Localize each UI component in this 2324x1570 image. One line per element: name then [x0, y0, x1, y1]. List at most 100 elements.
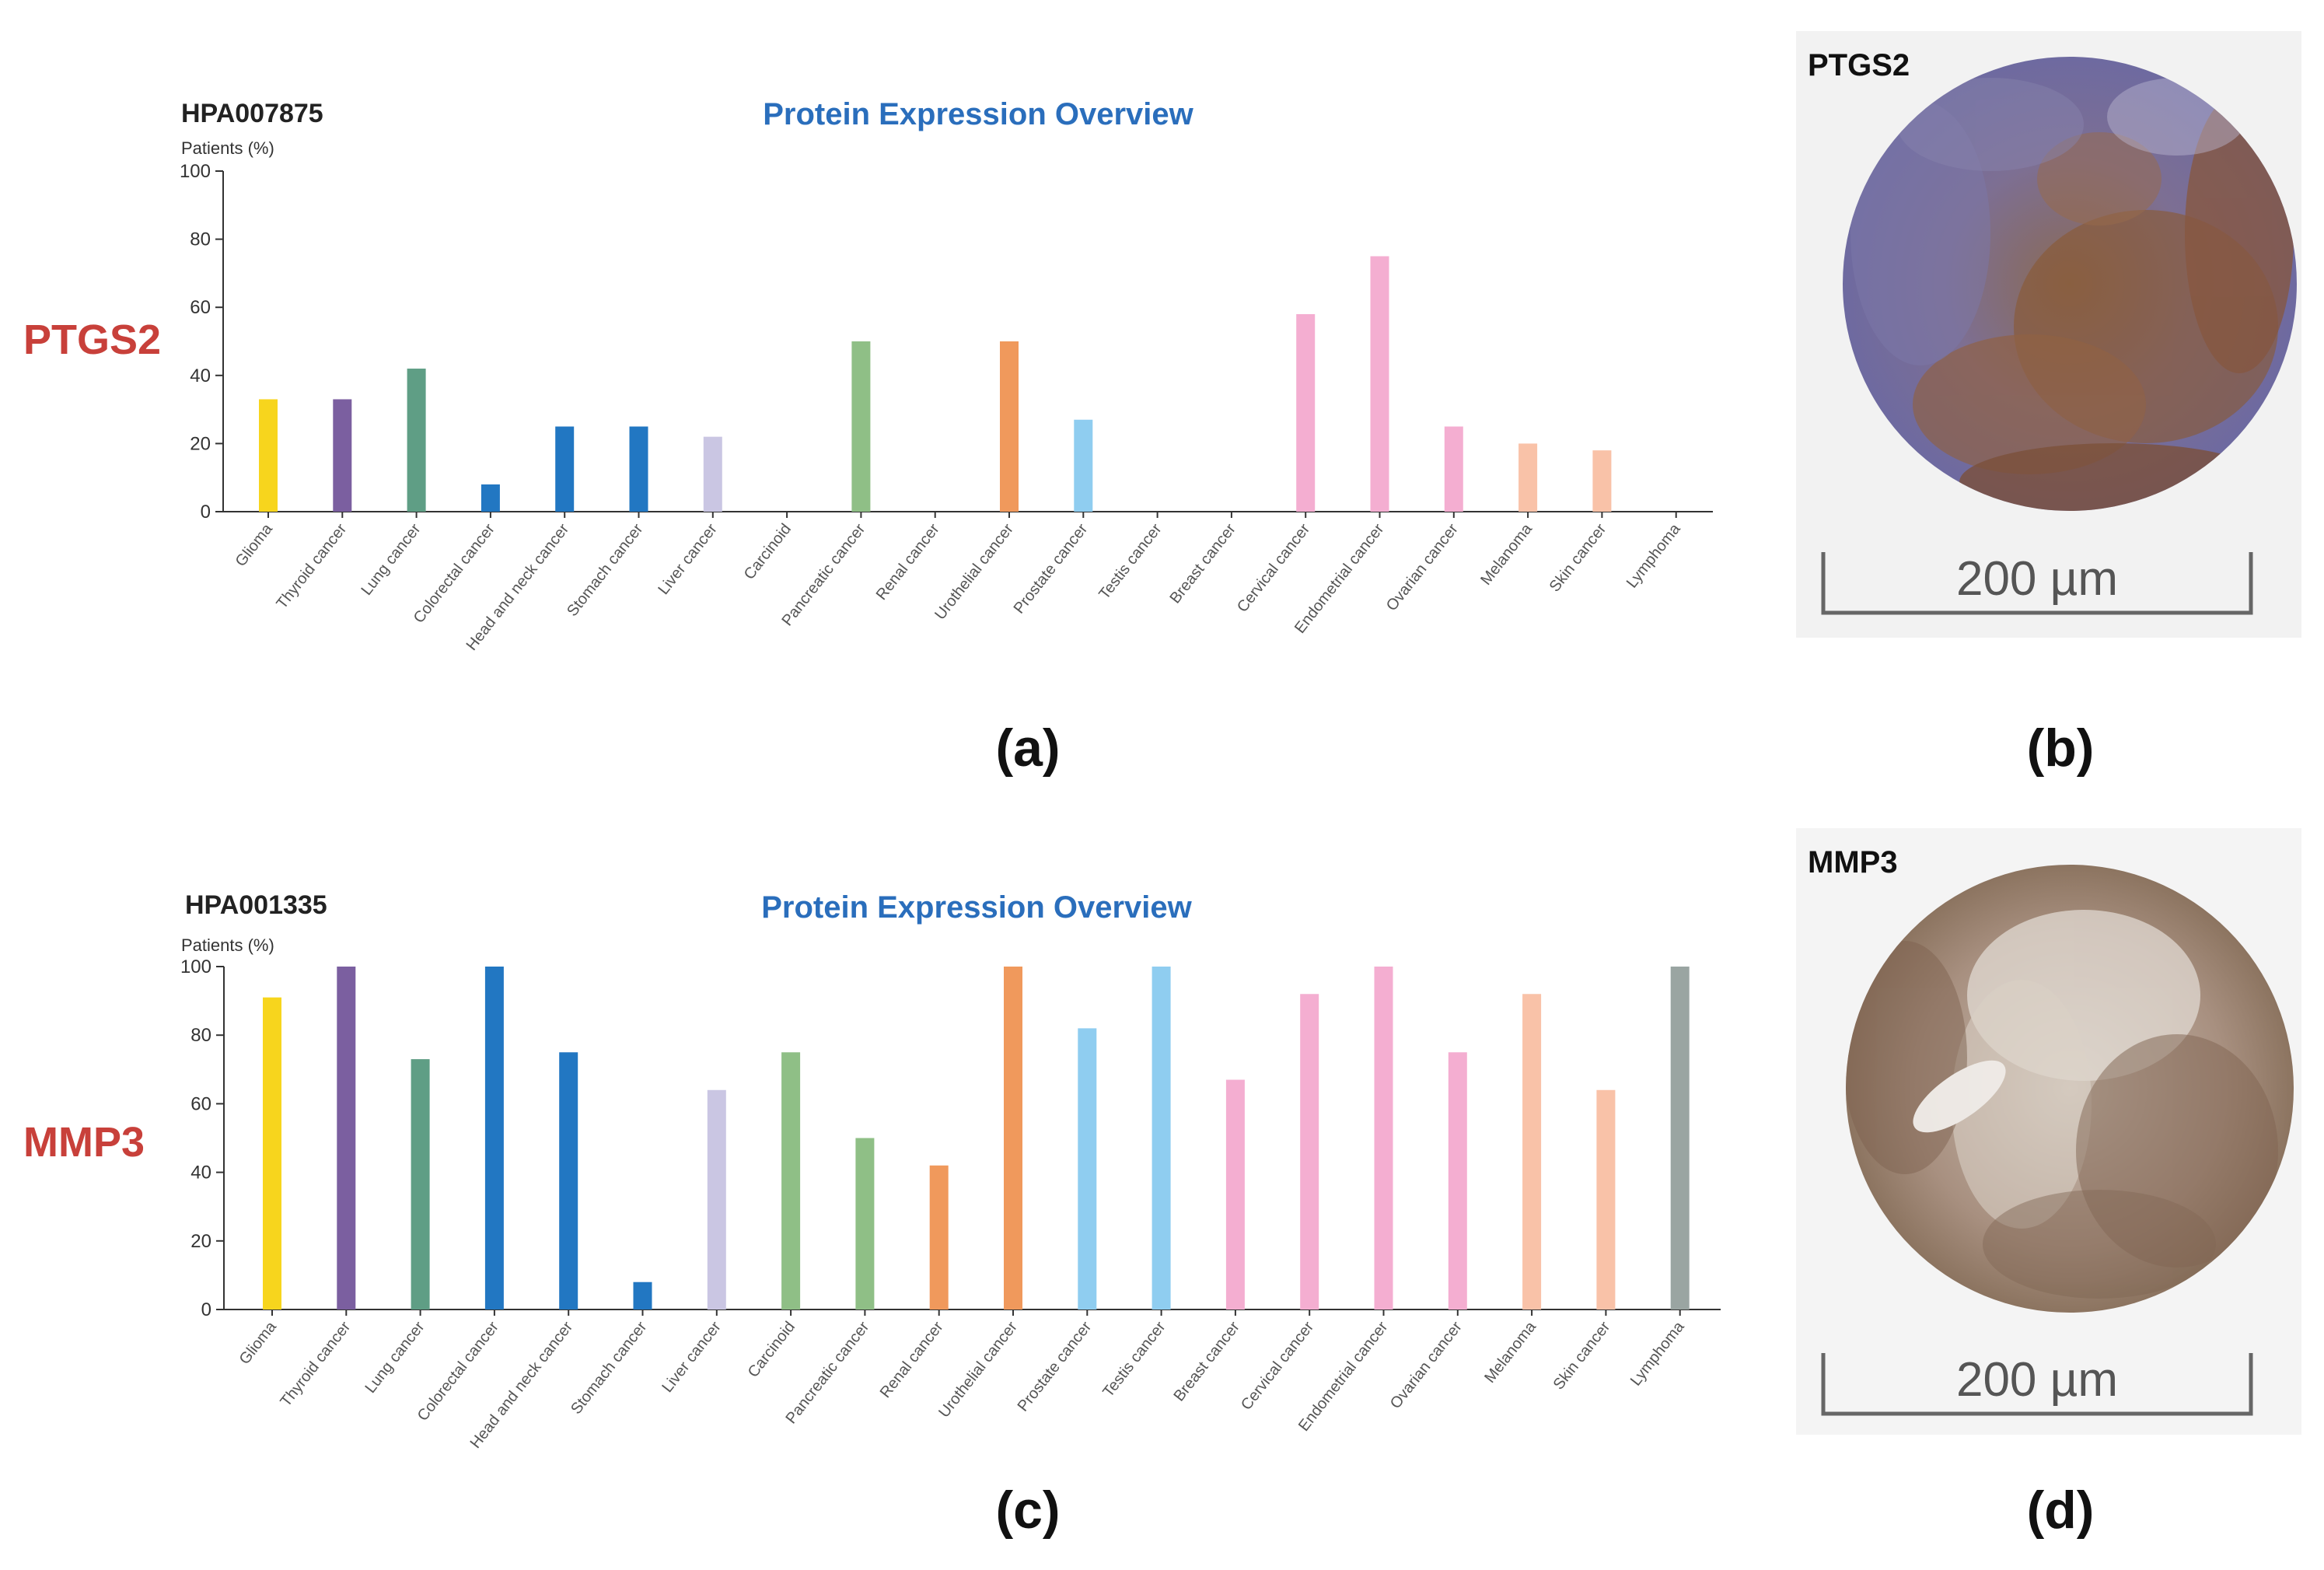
y-tick-label: 60 — [190, 297, 211, 318]
bar-melanoma — [1522, 994, 1542, 1309]
x-tick-label: Lymphoma — [1627, 1318, 1688, 1390]
y-axis-label: Patients (%) — [181, 138, 274, 158]
bar-thyroid-cancer — [333, 399, 352, 512]
x-tick-label: Carcinoid — [745, 1319, 799, 1381]
x-tick-label: Prostate cancer — [1015, 1318, 1096, 1414]
x-tick-label: Testis cancer — [1099, 1318, 1169, 1400]
x-tick-label: Thyroid cancer — [277, 1318, 354, 1410]
y-tick-label: 80 — [190, 1025, 211, 1046]
y-tick-label: 60 — [190, 1093, 211, 1114]
gene-label-ptgs2: PTGS2 — [23, 316, 161, 363]
y-tick-label: 40 — [190, 1163, 211, 1184]
x-tick-label: Testis cancer — [1096, 520, 1165, 603]
bar-testis-cancer — [1152, 967, 1171, 1309]
bar-urothelial-cancer — [1000, 341, 1019, 512]
x-tick-label: Cervical cancer — [1238, 1318, 1317, 1413]
scale-bar-label: 200 µm — [1956, 1353, 2118, 1407]
gene-label-mmp3: MMP3 — [23, 1119, 145, 1166]
y-tick-label: 80 — [190, 229, 211, 250]
ptgs2-tissue-image: PTGS2 200 µm (b) — [1796, 31, 2301, 778]
bar-prostate-cancer — [1074, 419, 1093, 512]
x-tick-label: Pancreatic cancer — [778, 520, 868, 629]
bar-head-and-neck-cancer — [555, 426, 575, 512]
bar-stomach-cancer — [629, 426, 648, 512]
x-tick-label: Lung cancer — [362, 1318, 428, 1397]
bar-breast-cancer — [1225, 1079, 1245, 1309]
x-tick-label: Colorectal cancer — [411, 520, 498, 626]
bar-lymphoma — [1670, 967, 1690, 1309]
bar-renal-cancer — [929, 1165, 949, 1309]
ptgs2-expression-chart: PTGS2 HPA007875 Protein Expression Overv… — [23, 97, 1713, 778]
panel-label-c: (c) — [995, 1481, 1060, 1540]
bar-colorectal-cancer — [481, 484, 500, 512]
antibody-id: HPA007875 — [181, 99, 323, 128]
x-tick-label: Cervical cancer — [1234, 520, 1313, 615]
bar-skin-cancer — [1592, 450, 1612, 512]
y-axis-ticks: 0 20 40 60 80 100 — [180, 956, 224, 1320]
bar-urothelial-cancer — [1004, 967, 1022, 1309]
bar-liver-cancer — [707, 1089, 726, 1309]
antibody-id: HPA001335 — [185, 890, 327, 920]
x-tick-label: Liver cancer — [659, 1318, 725, 1396]
x-tick-label: Breast cancer — [1167, 520, 1240, 607]
x-tick-label: Renal cancer — [877, 1318, 947, 1401]
bar-pancreatic-cancer — [855, 1138, 875, 1309]
y-tick-label: 20 — [190, 433, 211, 454]
bar-lung-cancer — [411, 1059, 430, 1309]
x-tick-label: Glioma — [236, 1318, 281, 1368]
bar-prostate-cancer — [1078, 1028, 1097, 1309]
y-tick-label: 20 — [190, 1231, 211, 1252]
panel-label-b: (b) — [2027, 719, 2095, 778]
scale-bar — [1821, 1353, 2253, 1416]
scale-bar-label: 200 µm — [1956, 552, 2118, 606]
x-tick-label: Carcinoid — [741, 521, 795, 583]
x-tick-label: Pancreatic cancer — [782, 1318, 872, 1427]
chart-title: Protein Expression Overview — [761, 890, 1192, 925]
x-tick-label: Colorectal cancer — [414, 1318, 502, 1424]
mmp3-expression-chart: MMP3 HPA001335 Protein Expression Overvi… — [23, 890, 1721, 1540]
bar-thyroid-cancer — [337, 967, 356, 1309]
bars — [263, 967, 1690, 1309]
image-label: PTGS2 — [1808, 48, 1910, 82]
bar-skin-cancer — [1596, 1089, 1616, 1309]
panel-label-a: (a) — [995, 719, 1060, 778]
x-tick-label: Liver cancer — [655, 520, 721, 598]
y-tick-label: 100 — [180, 161, 211, 182]
x-tick-label: Urothelial cancer — [935, 1318, 1021, 1421]
bar-carcinoid — [781, 1052, 801, 1309]
bar-glioma — [259, 399, 278, 512]
bar-stomach-cancer — [633, 1282, 652, 1309]
bar-melanoma — [1518, 443, 1538, 512]
bar-cervical-cancer — [1296, 313, 1316, 512]
bar-ovarian-cancer — [1444, 426, 1463, 512]
bar-liver-cancer — [703, 436, 722, 512]
x-tick-label: Breast cancer — [1171, 1318, 1244, 1404]
x-tick-label: Stomach cancer — [564, 520, 647, 620]
y-tick-label: 40 — [190, 365, 211, 386]
x-tick-label: Urothelial cancer — [931, 520, 1017, 623]
y-axis-label: Patients (%) — [181, 935, 274, 955]
x-tick-label: Lymphoma — [1623, 520, 1684, 592]
y-tick-label: 0 — [201, 502, 211, 523]
x-tick-label: Skin cancer — [1546, 520, 1610, 595]
bar-ovarian-cancer — [1448, 1052, 1467, 1309]
x-tick-label: Skin cancer — [1550, 1318, 1614, 1393]
bars — [259, 256, 1612, 512]
panel-label-d: (d) — [2027, 1481, 2095, 1540]
scale-bar — [1821, 552, 2253, 615]
x-tick-label: Melanoma — [1481, 1318, 1539, 1386]
image-label: MMP3 — [1808, 845, 1898, 879]
bar-lung-cancer — [407, 369, 426, 512]
x-tick-label: Thyroid cancer — [273, 520, 350, 612]
x-tick-label: Glioma — [232, 520, 277, 570]
y-tick-label: 100 — [180, 956, 211, 977]
bar-head-and-neck-cancer — [559, 1052, 578, 1309]
x-tick-label: Ovarian cancer — [1383, 520, 1462, 614]
y-tick-label: 0 — [201, 1299, 211, 1320]
x-tick-label: Prostate cancer — [1011, 520, 1092, 617]
chart-title: Protein Expression Overview — [763, 97, 1193, 131]
bar-cervical-cancer — [1300, 994, 1319, 1309]
